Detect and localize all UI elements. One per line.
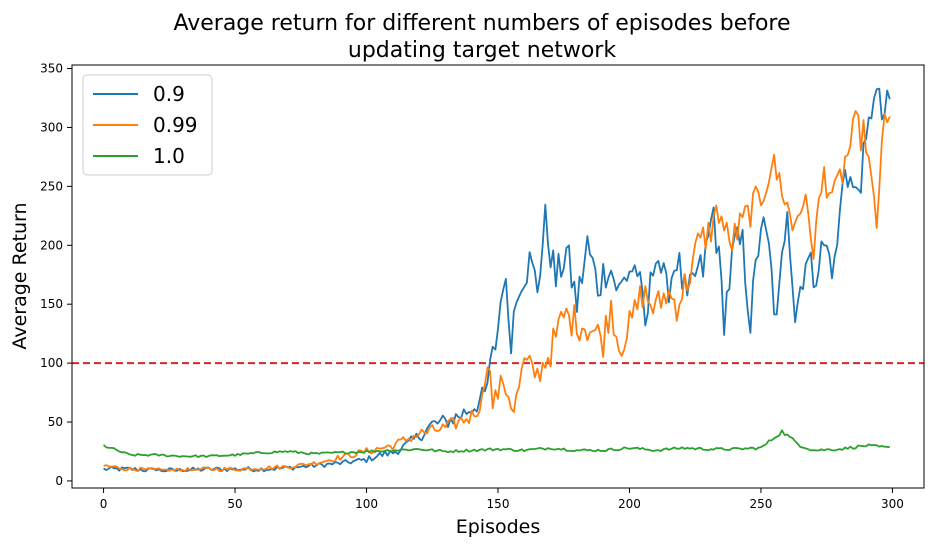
- y-tick-label: 350: [40, 62, 63, 76]
- legend-label: 0.99: [153, 113, 198, 137]
- axis-ticks: 0 50 100 150 200 250 300 0 50 100 150 200 250 300 350: [40, 62, 904, 511]
- legend-box: [82, 74, 213, 176]
- legend: 0.9 0.99 1.0: [82, 74, 213, 176]
- legend-label: 0.9: [153, 82, 185, 106]
- x-tick-label: 50: [227, 497, 242, 511]
- plot-area: [72, 87, 924, 473]
- x-tick-label: 300: [881, 497, 904, 511]
- series-line-1: [103, 110, 891, 473]
- y-tick-label: 0: [55, 474, 63, 488]
- y-tick-label: 50: [48, 415, 63, 429]
- chart-title-line-1: Average return for different numbers of …: [173, 11, 790, 36]
- series-line-2: [102, 429, 890, 459]
- x-tick-label: 100: [355, 497, 378, 511]
- y-axis-label: Average Return: [9, 202, 31, 349]
- x-tick-label: 0: [100, 497, 108, 511]
- x-axis-label: Episodes: [456, 516, 541, 538]
- x-tick-label: 250: [750, 497, 773, 511]
- y-tick-label: 200: [40, 238, 63, 252]
- y-tick-label: 100: [40, 356, 63, 370]
- chart-title: Average return for different numbers of …: [173, 11, 790, 63]
- x-tick-label: 200: [618, 497, 641, 511]
- chart-title-line-2: updating target network: [348, 38, 616, 63]
- y-tick-label: 150: [40, 297, 63, 311]
- y-tick-label: 300: [40, 120, 63, 134]
- x-tick-label: 150: [487, 497, 510, 511]
- legend-label: 1.0: [153, 144, 185, 168]
- series-line-0: [103, 87, 891, 473]
- y-tick-label: 250: [40, 179, 63, 193]
